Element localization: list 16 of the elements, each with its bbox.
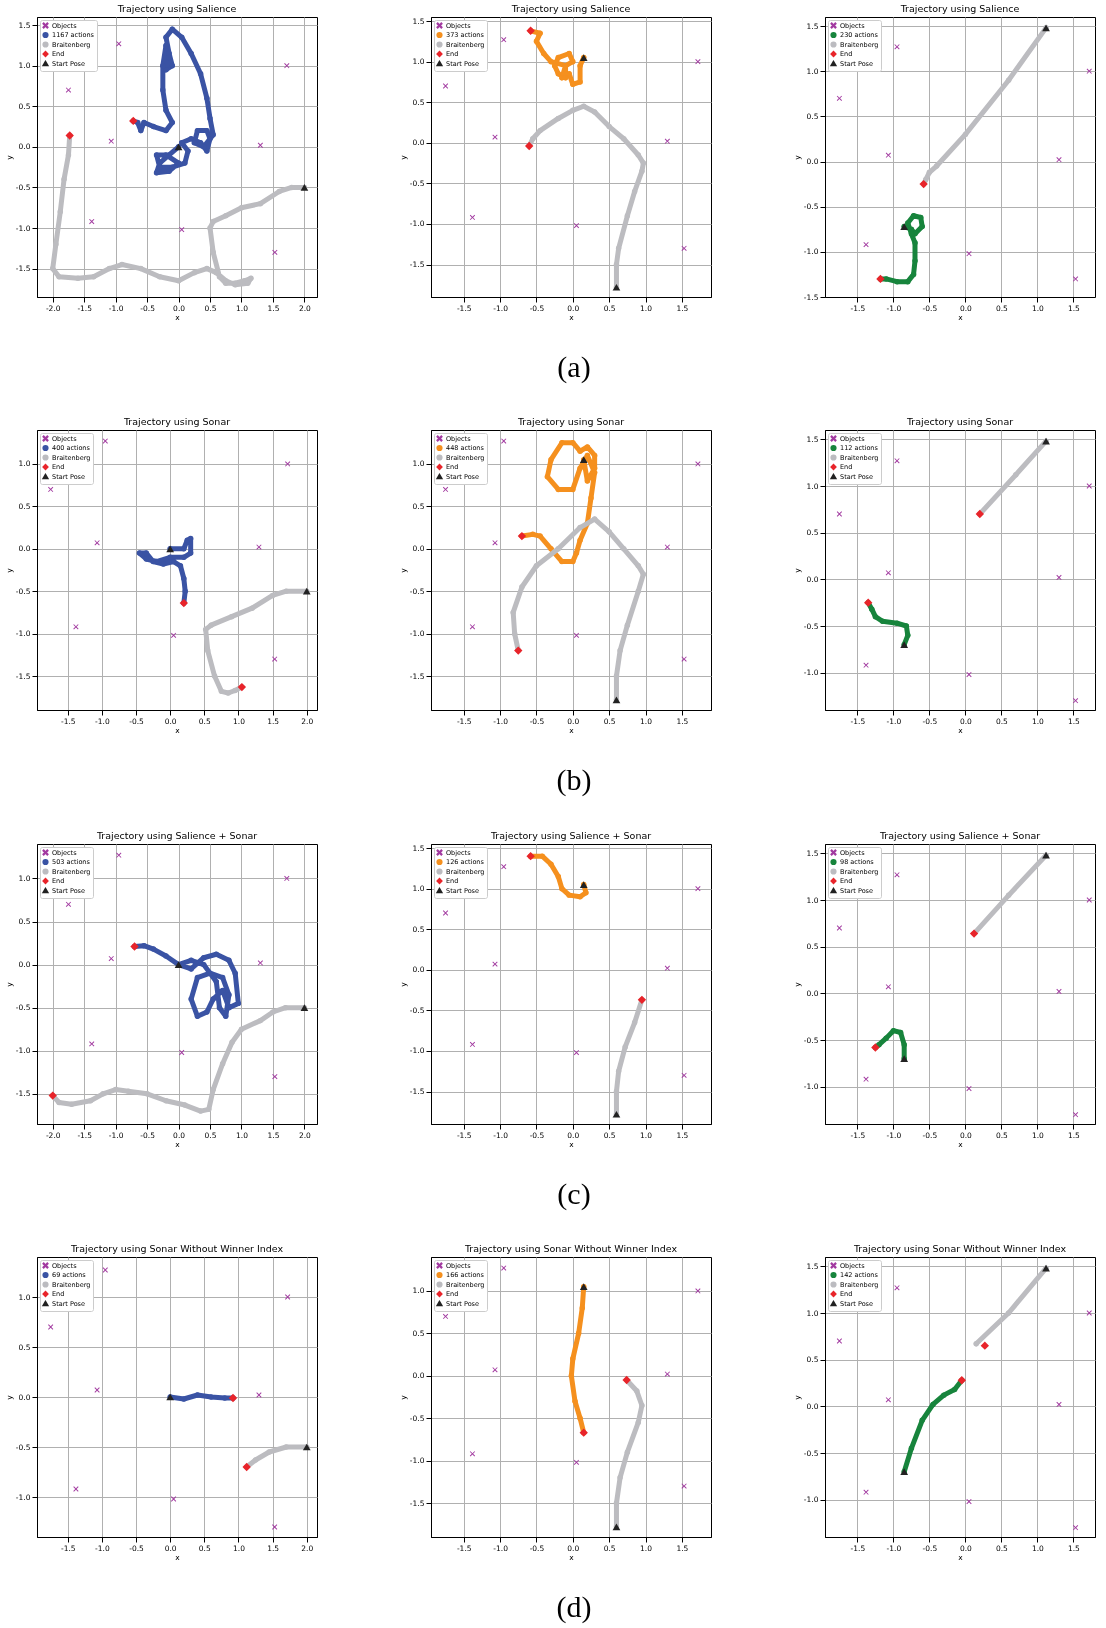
text: (c) [557,1177,591,1211]
text: (a) [557,350,591,384]
text: (d) [556,1590,592,1624]
chart-title: Trajectory using Sonar [905,415,1014,427]
chart-title: Trajectory using Sonar [516,415,625,427]
chart-title: Trajectory using Sonar Without Winner Index [69,1242,284,1254]
chart-title: Trajectory using Sonar [122,415,231,427]
text: (b) [556,763,592,797]
chart-title: Trajectory using Salience + Sonar [489,829,652,841]
chart-title: Trajectory using Sonar Without Winner Index [852,1242,1067,1254]
chart-title: Trajectory using Salience [899,2,1020,14]
chart-title: Trajectory using Sonar Without Winner Index [463,1242,678,1254]
chart-title: Trajectory using Salience + Sonar [95,829,258,841]
chart-title: Trajectory using Salience [116,2,237,14]
chart-title: Trajectory using Salience + Sonar [878,829,1041,841]
chart-title: Trajectory using Salience [510,2,631,14]
